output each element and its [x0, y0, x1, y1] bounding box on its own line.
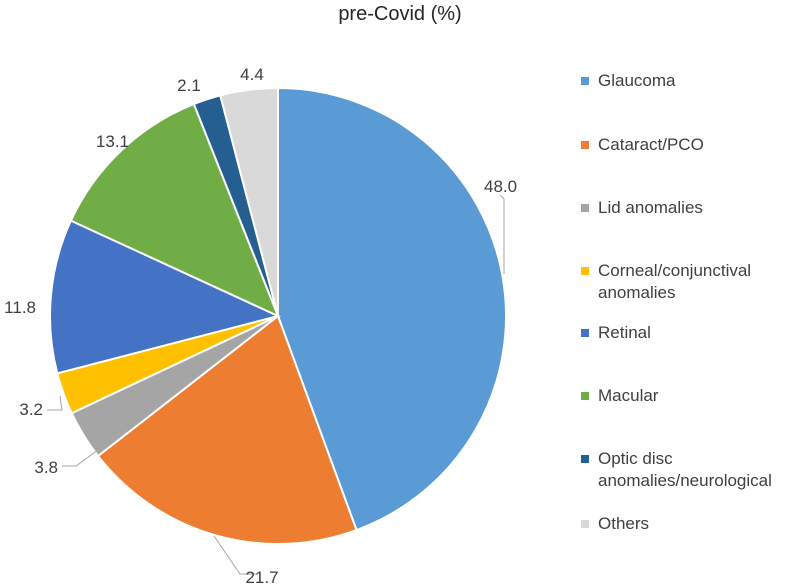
leader-line — [213, 535, 258, 575]
legend-swatch — [581, 267, 589, 275]
data-label: 3.8 — [34, 458, 58, 477]
legend-item: Macular — [581, 385, 798, 407]
legend-swatch — [581, 520, 589, 528]
data-label: 48.0 — [484, 177, 517, 196]
legend-label: Optic disc anomalies/neurological — [598, 449, 772, 490]
legend-item: Others — [581, 513, 798, 535]
legend-item: Corneal/conjunctival anomalies — [581, 260, 798, 304]
legend-swatch — [581, 455, 589, 463]
leader-line — [47, 395, 63, 411]
legend-swatch — [581, 329, 589, 337]
leader-lines — [47, 194, 505, 575]
pie-slice-glaucoma — [277, 86, 507, 532]
legend-label: Lid anomalies — [598, 198, 703, 217]
data-labels: 48.0 21.7 3.8 3.2 11.8 13.1 2.1 4.4 — [4, 65, 517, 585]
pie-slice-macular — [69, 102, 280, 318]
legend-swatch — [581, 204, 589, 212]
data-label: 13.1 — [96, 132, 129, 151]
legend-label: Glaucoma — [598, 71, 676, 90]
legend-label: Retinal — [598, 323, 651, 342]
leader-line — [62, 446, 103, 467]
legend-label: Others — [598, 514, 650, 533]
pie-slice-others — [219, 86, 279, 317]
legend-item: Lid anomalies — [581, 197, 798, 219]
pie-slice-retinal — [49, 219, 281, 375]
legend-item: Glaucoma — [581, 70, 798, 92]
legend-item: Optic disc anomalies/neurological — [581, 448, 798, 492]
data-label: 2.1 — [177, 76, 201, 95]
pie-slices — [49, 86, 507, 545]
data-label: 3.2 — [19, 400, 43, 419]
data-label: 4.4 — [240, 65, 264, 84]
legend-swatch — [581, 77, 589, 85]
legend-swatch — [581, 392, 589, 400]
legend-label: Corneal/conjunctival anomalies — [598, 261, 752, 302]
legend-label: Cataract/PCO — [598, 135, 704, 154]
data-label: 21.7 — [245, 568, 278, 585]
chart-title: pre-Covid (%) — [338, 3, 462, 25]
legend-swatch — [581, 141, 589, 149]
legend-label: Macular — [598, 386, 659, 405]
leader-line — [499, 194, 505, 274]
legend-item: Cataract/PCO — [581, 134, 798, 156]
data-label: 11.8 — [4, 298, 36, 317]
pie-slice-cataract-pco — [96, 314, 358, 545]
legend-item: Retinal — [581, 322, 798, 344]
